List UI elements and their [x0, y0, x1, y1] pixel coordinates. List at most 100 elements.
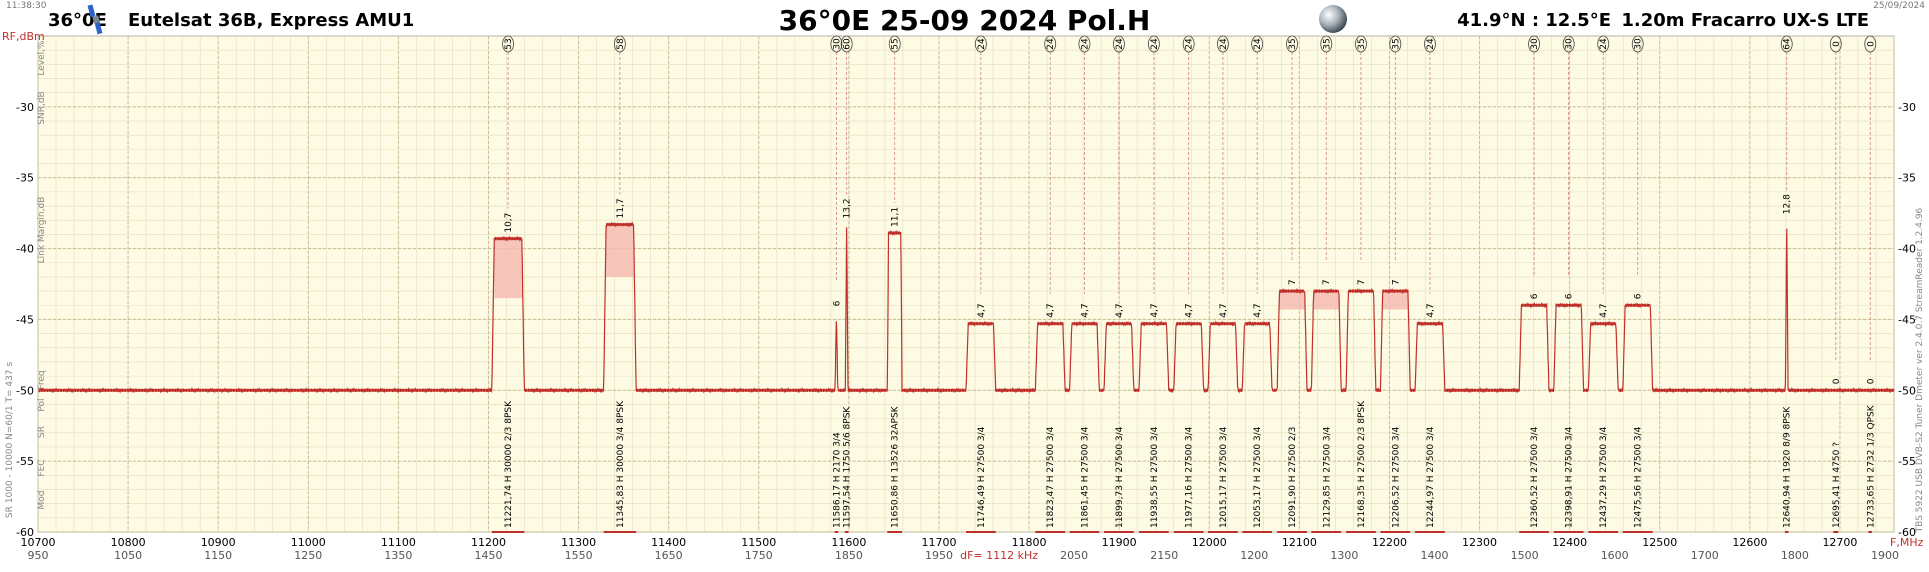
level-value: 24: [1150, 38, 1160, 50]
x-tick-label: 11900: [1102, 536, 1137, 549]
level-value: 24: [1080, 38, 1090, 50]
x-tick-label: 10800: [111, 536, 146, 549]
y-tick-label-right: -40: [1898, 243, 1916, 256]
snr-value: 11,7: [616, 198, 626, 218]
level-badge: [1182, 35, 1195, 53]
link-margin-fill: [494, 238, 522, 299]
satellite-name: Eutelsat 36B, Express AMU1: [128, 10, 415, 31]
link-margin-fill: [606, 224, 634, 277]
level-value: 35: [1357, 38, 1367, 49]
level-badge: [1147, 35, 1160, 53]
snr-value: 4,7: [1599, 303, 1609, 317]
level-value: 53: [504, 38, 514, 49]
transponder-info: 12168,35 H 27500 2/3 8PSK: [1357, 400, 1367, 528]
level-badge: [613, 35, 626, 53]
x-tick-label: 11500: [741, 536, 776, 549]
x-tick-label: 11600: [831, 536, 866, 549]
level-badge: [888, 35, 901, 53]
transponder-info: 12398,91 H 27500 3/4: [1565, 426, 1575, 528]
transponder-info: 11586,17 H 2170 3/4: [832, 432, 842, 528]
y-tick-label-right: -45: [1898, 313, 1916, 326]
side-label-pol: Pol: [37, 398, 47, 411]
y-tick-label-right: -60: [1898, 526, 1916, 539]
transponder-info: 12360,52 H 27500 3/4: [1530, 426, 1540, 528]
level-value: 24: [1219, 38, 1229, 50]
level-value: 0: [1866, 41, 1876, 47]
y-axis-label: RF,dBm: [2, 30, 45, 43]
x-tick-label: 11800: [1012, 536, 1047, 549]
side-label-snr: SNR,dB: [37, 91, 47, 124]
snr-value: 6: [1530, 293, 1540, 299]
snr-value: 4,7: [1185, 303, 1195, 317]
transponder-info: 11977,16 H 27500 3/4: [1185, 426, 1195, 528]
y-tick-label: -30: [16, 101, 34, 114]
transponder-info: 12475,56 H 27500 3/4: [1634, 426, 1644, 528]
if-tick-label: 1350: [384, 549, 412, 562]
capture-date: 25/09/2024: [1873, 1, 1925, 11]
capture-time: 11:38:30: [6, 1, 47, 11]
transponder-info: 12640,94 H 1920 8/9 8PSK: [1783, 406, 1793, 528]
if-tick-label: 1650: [655, 549, 683, 562]
y-tick-label: -50: [16, 384, 34, 397]
site-coordinates: 41.9°N : 12.5°E: [1457, 10, 1611, 31]
snr-value: 7: [1391, 279, 1401, 285]
if-tick-label: 950: [28, 549, 49, 562]
x-tick-label: 12500: [1642, 536, 1677, 549]
globe-icon: [1319, 5, 1347, 33]
snr-value: 4,7: [1150, 303, 1160, 317]
transponder-info: 11650,86 H 13526 32APSK: [891, 405, 901, 528]
x-tick-label: 12600: [1732, 536, 1767, 549]
y-tick-label-right: -35: [1898, 172, 1916, 185]
transponder-info: 11597,54 H 1750 5/6 8PSK: [843, 406, 853, 528]
if-tick-label: 1600: [1601, 549, 1629, 562]
if-tick-label: 1950: [925, 549, 953, 562]
transponder-info: 12091,90 H 27500 2/3: [1288, 427, 1298, 528]
if-tick-label: 1200: [1240, 549, 1268, 562]
chart-title: 36°0E 25-09 2024 Pol.H: [778, 4, 1151, 37]
x-tick-label: 12400: [1552, 536, 1587, 549]
link-margin-fill: [1279, 291, 1305, 310]
y-tick-label: -40: [16, 243, 34, 256]
side-label-level: Level,%: [37, 40, 47, 76]
spectrum-trace: [38, 221, 1895, 394]
level-badge: [1424, 35, 1436, 53]
level-value: 0: [1832, 41, 1842, 47]
level-badge: [1355, 35, 1367, 53]
snr-value: 13,2: [843, 198, 853, 218]
if-tick-label: 1500: [1511, 549, 1539, 562]
x-tick-label: 12700: [1822, 536, 1857, 549]
level-badge: [1631, 35, 1644, 53]
transponder-info: 12733,65 H 2732 1/3 QPSK: [1866, 404, 1876, 528]
level-value: 64: [1783, 38, 1793, 50]
side-label-mod: Mod: [37, 491, 47, 510]
level-value: 24: [1115, 38, 1125, 50]
y-tick-label: -55: [16, 455, 34, 468]
transponder-info: 12129,85 H 27500 3/4: [1322, 426, 1332, 528]
level-value: 24: [1426, 38, 1436, 50]
y-tick-label: -60: [16, 526, 34, 539]
snr-value: 11,1: [891, 207, 901, 227]
level-badge: [1562, 35, 1575, 53]
x-tick-label: 11000: [291, 536, 326, 549]
transponder-info: 11938,55 H 27500 3/4: [1150, 426, 1160, 528]
side-label-margin: Link Margin,dB: [37, 197, 47, 264]
snr-value: 6: [1565, 293, 1575, 299]
y-tick-label: -35: [16, 172, 34, 185]
x-axis-label: F,MHz: [1890, 536, 1924, 549]
level-badge: [1113, 35, 1125, 53]
level-badge: [1078, 35, 1091, 53]
transponder-info: 11899,73 H 27500 3/4: [1115, 426, 1125, 528]
transponder-info: 12053,17 H 27500 3/4: [1253, 426, 1263, 528]
x-tick-label: 11400: [651, 536, 686, 549]
x-tick-label: 11100: [381, 536, 416, 549]
if-tick-label: 1850: [835, 549, 863, 562]
snr-value: 7: [1357, 279, 1367, 285]
level-badge: [1251, 35, 1264, 53]
x-tick-label: 11200: [471, 536, 506, 549]
if-tick-label: 1050: [114, 549, 142, 562]
level-value: 35: [1288, 38, 1298, 49]
dish-info: 1.20m Fracarro UX-S LTE: [1621, 10, 1869, 31]
if-tick-label: 1900: [1871, 549, 1899, 562]
link-margin-fill: [1313, 291, 1339, 310]
